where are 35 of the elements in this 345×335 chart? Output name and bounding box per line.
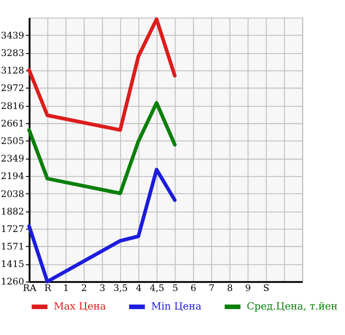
x-tick-label: 4: [136, 284, 142, 294]
x-tick-label: 4,5: [150, 284, 164, 294]
y-tick-label: 1571: [0, 242, 24, 253]
y-tick-label: 1727: [0, 224, 24, 235]
x-tick-label: 9: [245, 284, 252, 294]
y-tick-label: 1882: [0, 207, 24, 218]
y-tick-label: 1260: [0, 278, 24, 288]
y-tick-label: 3283: [0, 48, 24, 59]
x-tick-label: 7: [208, 284, 215, 294]
legend-label: Min Цена: [151, 302, 202, 313]
y-tick-label: 2349: [0, 154, 24, 165]
x-tick-label: 3: [100, 284, 106, 294]
y-tick-label: 2661: [0, 119, 24, 130]
legend-label: Max Цена: [54, 302, 106, 313]
y-tick-label: 2816: [0, 102, 24, 112]
line-series: [27, 17, 177, 132]
x-tick-label: 3,5: [113, 284, 128, 294]
line-series: [27, 101, 177, 196]
y-tick-label: 1415: [0, 260, 24, 270]
y-tick-label: 3439: [0, 31, 24, 42]
x-tick-label: 6: [190, 284, 197, 294]
y-tick-label: 3128: [0, 66, 24, 76]
legend-label: Сред.Цена, т.йен: [246, 302, 338, 313]
x-tick-label: RA: [22, 284, 37, 294]
y-tick-label: 2505: [0, 136, 24, 147]
x-tick-label: 1: [63, 284, 69, 294]
x-tick-label: 8: [226, 284, 233, 294]
x-tick-label: 2: [81, 284, 88, 294]
x-tick-label: S: [263, 284, 270, 294]
y-tick-label: 2194: [0, 172, 24, 182]
x-tick-label: R: [44, 284, 52, 294]
y-tick-label: 2972: [0, 84, 24, 94]
y-tick-label: 2038: [0, 190, 24, 200]
x-tick-label: 5: [172, 284, 178, 294]
line-series: [27, 168, 177, 284]
